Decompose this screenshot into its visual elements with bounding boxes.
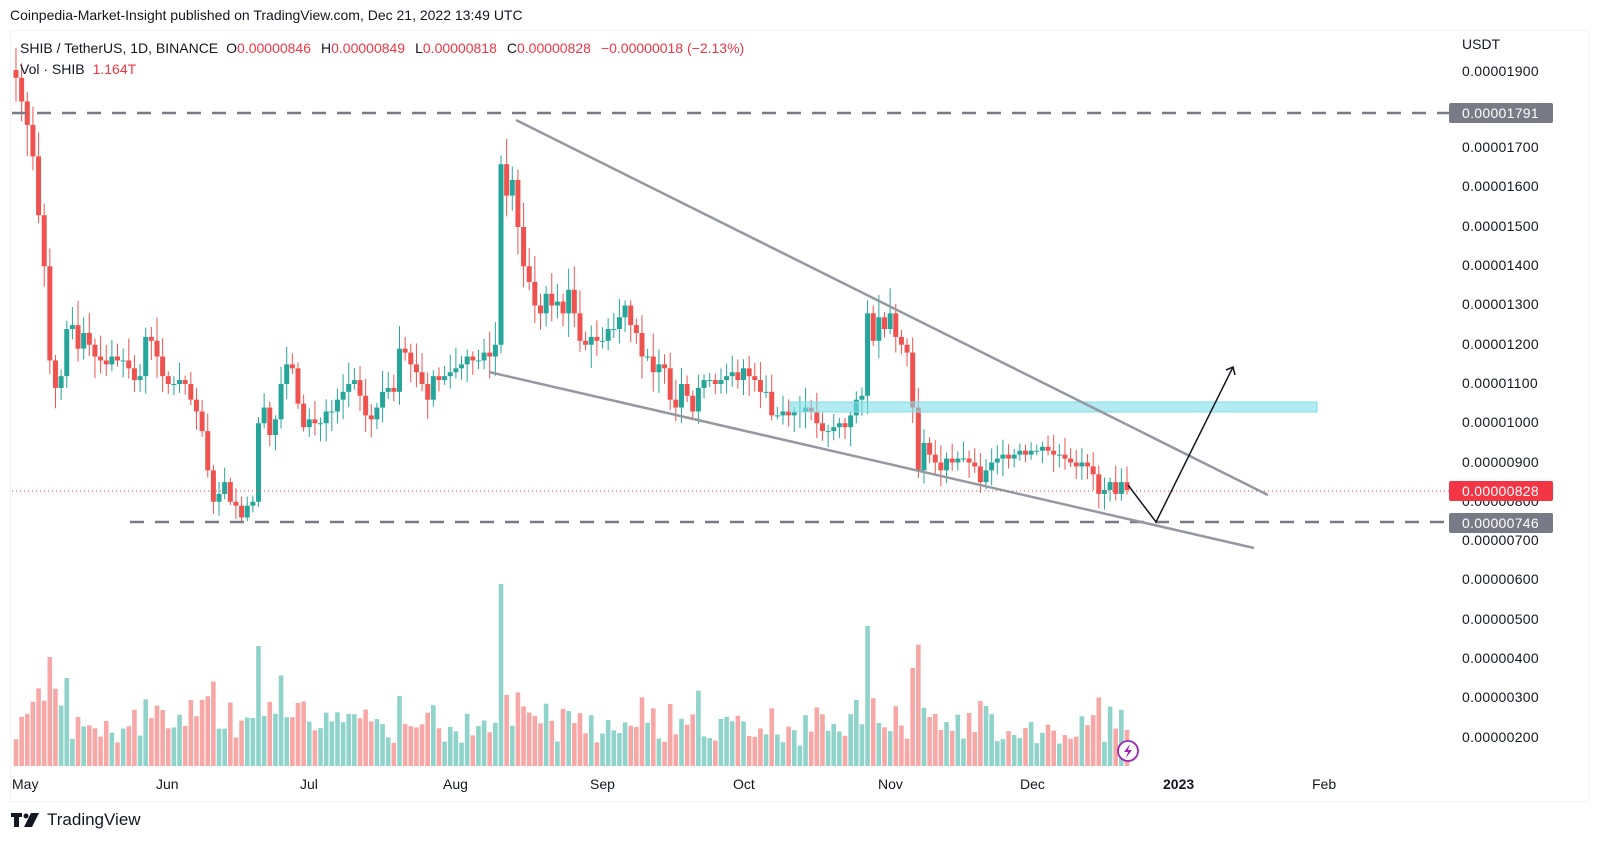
publisher-caption: Coinpedia-Market-Insight published on Tr… xyxy=(10,7,523,23)
volume-row: Vol · SHIB 1.164T xyxy=(20,59,754,80)
time-tick: Dec xyxy=(1020,776,1045,792)
price-tick: 0.00000500 xyxy=(1462,611,1539,627)
arrowhead-icon xyxy=(1225,365,1236,376)
price-tick: 0.00001900 xyxy=(1462,63,1539,79)
price-tick: 0.00000900 xyxy=(1462,454,1539,470)
drawings-layer xyxy=(12,111,1449,762)
close-label: C xyxy=(506,40,517,56)
price-axis-unit: USDT xyxy=(1462,36,1501,52)
time-tick: Aug xyxy=(443,776,468,792)
brand-name: TradingView xyxy=(47,810,141,829)
resistance-zone xyxy=(789,401,1318,413)
candlesticks xyxy=(13,47,1130,522)
price-tick: 0.00000400 xyxy=(1462,650,1539,666)
time-tick: Feb xyxy=(1312,776,1337,792)
change-value: −0.00000018 (−2.13%) xyxy=(600,40,745,56)
price-tick: 0.00000200 xyxy=(1462,729,1539,745)
price-tick: 0.00001200 xyxy=(1462,336,1539,352)
open-label: O xyxy=(226,40,238,56)
lower-wedge-trendline xyxy=(488,370,1255,550)
chart-frame xyxy=(10,30,1589,802)
ohlc-row: SHIB / TetherUS, 1D, BINANCE O 0.00000846… xyxy=(20,38,754,59)
price-tick: 0.00001700 xyxy=(1462,139,1539,155)
price-tick: 0.00001100 xyxy=(1462,375,1538,391)
price-tick: 0.00000700 xyxy=(1462,532,1539,548)
time-tick: Nov xyxy=(878,776,903,792)
time-tick: Oct xyxy=(733,776,755,792)
price-tick: 0.00001300 xyxy=(1462,296,1539,312)
volume-label[interactable]: Vol · SHIB xyxy=(20,61,85,77)
projection-arrow xyxy=(1127,366,1234,524)
price-tick: 0.00001400 xyxy=(1462,257,1539,273)
time-tick: 2023 xyxy=(1163,776,1195,792)
high-value: 0.00000849 xyxy=(331,40,406,56)
time-tick: Sep xyxy=(590,776,615,792)
price-tick: 0.00000300 xyxy=(1462,689,1539,705)
volume-value: 1.164T xyxy=(92,61,137,77)
symbol-title[interactable]: SHIB / TetherUS, 1D, BINANCE xyxy=(20,40,219,56)
upper-wedge-trendline xyxy=(515,118,1269,497)
time-tick: Jul xyxy=(300,776,318,792)
price-tag: 0.00000746 xyxy=(1449,513,1553,533)
tradingview-logo-icon xyxy=(11,813,39,827)
price-tick: 0.00001000 xyxy=(1462,414,1539,430)
time-tick: May xyxy=(12,776,39,792)
time-tick: Jun xyxy=(156,776,179,792)
high-label: H xyxy=(321,40,332,56)
price-tag: 0.00001791 xyxy=(1449,103,1553,123)
low-label: L xyxy=(415,40,423,56)
price-tick: 0.00000600 xyxy=(1462,571,1539,587)
open-value: 0.00000846 xyxy=(237,40,311,56)
price-tick: 0.00001600 xyxy=(1462,178,1539,194)
low-value: 0.00000818 xyxy=(422,40,497,56)
chart-legend: SHIB / TetherUS, 1D, BINANCE O 0.00000846… xyxy=(20,38,754,80)
tradingview-logo[interactable]: TradingView xyxy=(11,810,141,830)
price-tick: 0.00001500 xyxy=(1462,218,1539,234)
close-value: 0.00000828 xyxy=(516,40,591,56)
axis-border xyxy=(1588,30,1589,800)
volume-bars xyxy=(13,584,1130,766)
price-tag: 0.00000828 xyxy=(1449,481,1553,501)
